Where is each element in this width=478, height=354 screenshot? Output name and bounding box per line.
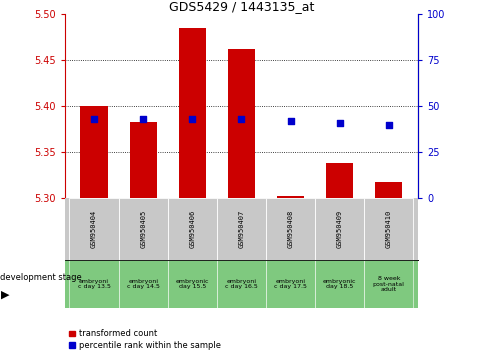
Text: embryoni
c day 13.5: embryoni c day 13.5 — [77, 279, 110, 290]
Point — [139, 116, 147, 122]
Text: embryoni
c day 14.5: embryoni c day 14.5 — [127, 279, 160, 290]
Bar — [217, 198, 266, 260]
Point — [385, 122, 392, 127]
Bar — [168, 198, 217, 260]
Text: embryonic
day 18.5: embryonic day 18.5 — [323, 279, 357, 290]
Bar — [277, 196, 304, 198]
Text: GSM950410: GSM950410 — [386, 210, 392, 249]
Title: GDS5429 / 1443135_at: GDS5429 / 1443135_at — [169, 0, 314, 13]
Bar — [315, 198, 364, 260]
Bar — [326, 163, 353, 198]
Bar — [69, 198, 119, 260]
Bar — [80, 106, 108, 198]
Bar — [217, 260, 266, 308]
Point — [238, 116, 245, 122]
Bar — [266, 260, 315, 308]
Bar — [69, 260, 119, 308]
Text: GSM950407: GSM950407 — [239, 210, 244, 249]
Bar — [119, 198, 168, 260]
Text: 8 week
post-natal
adult: 8 week post-natal adult — [373, 276, 405, 292]
Text: GSM950406: GSM950406 — [189, 210, 195, 249]
Text: GSM950409: GSM950409 — [337, 210, 343, 249]
Text: GSM950404: GSM950404 — [91, 210, 97, 249]
Legend: transformed count, percentile rank within the sample: transformed count, percentile rank withi… — [69, 329, 221, 350]
Text: embryoni
c day 17.5: embryoni c day 17.5 — [274, 279, 307, 290]
Bar — [364, 260, 413, 308]
Bar — [266, 198, 315, 260]
Bar — [179, 28, 206, 198]
Bar — [130, 122, 157, 198]
Text: development stage: development stage — [0, 273, 82, 281]
Text: ▶: ▶ — [0, 290, 9, 300]
Bar — [228, 49, 255, 198]
Text: embryonic
day 15.5: embryonic day 15.5 — [175, 279, 209, 290]
Point — [336, 120, 344, 126]
Bar — [119, 260, 168, 308]
Bar — [375, 182, 402, 198]
Bar — [315, 260, 364, 308]
Text: embryoni
c day 16.5: embryoni c day 16.5 — [225, 279, 258, 290]
Point — [90, 116, 98, 122]
Text: GSM950408: GSM950408 — [288, 210, 293, 249]
Point — [287, 118, 294, 124]
Bar — [168, 260, 217, 308]
Point — [188, 116, 196, 122]
Bar — [364, 198, 413, 260]
Text: GSM950405: GSM950405 — [140, 210, 146, 249]
